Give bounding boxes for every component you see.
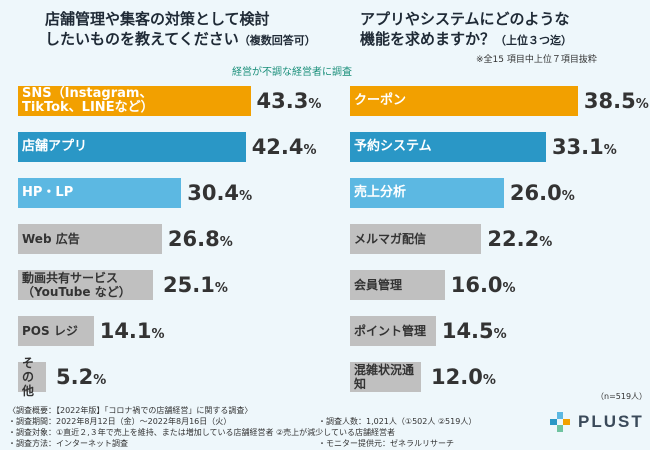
bar-1-5: ポイント管理 xyxy=(350,316,436,346)
left-title-main: 店舗管理や集客の対策として検討 したいものを教えてください xyxy=(45,10,270,48)
value-label-1-4: 16.0% xyxy=(450,273,516,297)
value-label-0-2: 30.4% xyxy=(187,181,253,205)
value-label-1-5: 14.5% xyxy=(441,319,507,343)
bar-label-1-1: 予約システム xyxy=(354,139,432,154)
bar-label-0-4: 動画共有サービス（YouTube など） xyxy=(22,271,131,299)
bar-0-6: その他 xyxy=(18,356,46,398)
bar-label-0-5: POS レジ xyxy=(22,324,78,338)
footer-line-5: ・モニター提供元：ゼネラルリサーチ xyxy=(318,439,454,448)
bar-1-1: 予約システム xyxy=(350,132,546,162)
bar-1-3: メルマガ配信 xyxy=(350,224,482,254)
bar-label-1-4: 会員管理 xyxy=(354,278,403,292)
footer-line-4: ・調査方法：インターネット調査 xyxy=(8,439,128,448)
bar-1-0: クーポン xyxy=(350,86,578,116)
left-chart-title: 店舗管理や集客の対策として検討 したいものを教えてください（複数回答可） xyxy=(45,9,345,51)
sample-size: （n=519人） xyxy=(596,392,648,401)
right-note: ※全15 項目中上位７項目抜粋 xyxy=(476,55,597,65)
bar-label-0-2: HP・LP xyxy=(22,185,74,200)
bar-0-3: Web 広告 xyxy=(18,224,162,254)
bar-label-0-1: 店舗アプリ xyxy=(22,139,88,154)
footer-line-1: ・調査期間：2022年8月12日（金）〜2022年8月16日（火） xyxy=(8,417,232,426)
bar-1-6: 混雑状況通知 xyxy=(350,362,422,392)
right-title-sub: （上位３つ迄） xyxy=(495,34,573,47)
survey-badge: 経営が不調な経営者に調査 xyxy=(232,67,352,78)
bar-label-0-6: その他 xyxy=(22,356,35,398)
value-label-1-2: 26.0% xyxy=(509,181,575,205)
value-label-0-3: 26.8% xyxy=(167,227,233,251)
footer-line-3: ・調査対象：①直近２,３年で売上を維持、または増加している店舗経営者 ②売上が減… xyxy=(8,428,395,437)
bar-label-1-6: 混雑状況通知 xyxy=(354,363,415,391)
bar-0-4: 動画共有サービス（YouTube など） xyxy=(18,270,153,300)
bar-label-1-5: ポイント管理 xyxy=(354,324,427,338)
value-label-0-6: 5.2% xyxy=(56,365,107,389)
bar-0-5: POS レジ xyxy=(18,316,94,346)
value-label-1-1: 33.1% xyxy=(551,135,617,159)
value-label-0-4: 25.1% xyxy=(163,273,228,297)
value-label-1-6: 12.0% xyxy=(431,365,496,389)
left-title-sub: （複数回答可） xyxy=(238,34,316,47)
brand-name: PLUST xyxy=(578,412,644,431)
bar-0-0: SNS（Instagram、 TikTok、LINEなど） xyxy=(18,86,251,116)
right-title-main: アプリやシステムにどのような 機能を求めますか？ xyxy=(360,10,570,48)
value-label-0-0: 43.3% xyxy=(256,89,322,113)
brand-logo: PLUST xyxy=(548,410,644,434)
bar-label-0-0: SNS（Instagram、 TikTok、LINEなど） xyxy=(22,86,154,115)
footer-line-0: 〈調査概要：【2022年版】「コロナ禍での店舗経営」に関する調査〉 xyxy=(8,406,253,415)
footer-line-2: ・調査人数：1,021人（①502人 ②519人） xyxy=(318,417,477,426)
bar-label-0-3: Web 広告 xyxy=(22,232,80,246)
value-label-0-5: 14.1% xyxy=(99,319,165,343)
bar-1-4: 会員管理 xyxy=(350,270,445,300)
bar-label-1-0: クーポン xyxy=(354,93,407,108)
bar-label-1-3: メルマガ配信 xyxy=(354,232,427,246)
plust-logo-icon xyxy=(550,412,570,432)
value-label-0-1: 42.4% xyxy=(251,135,317,159)
value-label-1-3: 22.2% xyxy=(487,227,553,251)
right-chart-title: アプリやシステムにどのような 機能を求めますか？（上位３つ迄） xyxy=(360,9,650,51)
value-label-1-0: 38.5% xyxy=(583,89,649,113)
bar-0-1: 店舗アプリ xyxy=(18,132,246,162)
bar-0-2: HP・LP xyxy=(18,178,182,208)
bar-label-1-2: 売上分析 xyxy=(354,185,407,200)
bar-1-2: 売上分析 xyxy=(350,178,504,208)
